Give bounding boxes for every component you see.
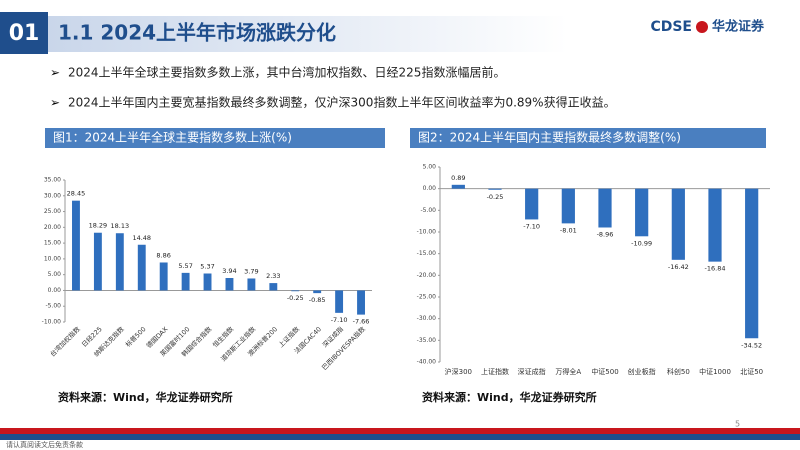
bar xyxy=(159,262,168,291)
x-tick-label: 科创50 xyxy=(667,367,690,376)
data-label: -16.84 xyxy=(705,265,726,273)
x-tick-label: 中证1000 xyxy=(699,367,731,376)
page-number: 5 xyxy=(735,420,740,429)
disclaimer: 请认真阅读文后免责条款 xyxy=(6,440,83,449)
y-tick-label: -5.00 xyxy=(420,207,436,214)
x-tick-label: 沪深300 xyxy=(445,367,472,376)
y-tick-label: -10.00 xyxy=(42,319,62,326)
chart-source: 资料来源：Wind，华龙证券研究所 xyxy=(58,390,233,404)
bar xyxy=(708,188,722,262)
data-label: 5.57 xyxy=(178,262,192,270)
chart-title: 图1：2024上半年全球主要指数多数上涨(%) xyxy=(53,130,292,145)
bar xyxy=(291,290,300,292)
y-tick-label: 35.00 xyxy=(44,177,61,184)
y-tick-label: 5.00 xyxy=(48,271,62,278)
chart-title-band xyxy=(45,128,385,148)
bar xyxy=(635,188,649,237)
bar xyxy=(451,184,465,189)
data-label: 18.29 xyxy=(89,222,108,230)
data-label: -8.01 xyxy=(560,226,577,234)
section-number: 01 xyxy=(9,21,40,46)
data-label: -0.25 xyxy=(287,294,304,302)
data-label: 3.94 xyxy=(222,267,236,275)
bar xyxy=(181,272,190,291)
y-tick-label: 0.00 xyxy=(423,185,437,192)
x-tick-label: 上证指数 xyxy=(481,367,509,376)
header-band xyxy=(48,16,568,52)
y-tick-label: 5.00 xyxy=(423,164,437,171)
logo-cn: 华龙证券 xyxy=(712,19,765,35)
x-tick-label: 北证50 xyxy=(740,368,763,376)
x-tick-label: 创业板指 xyxy=(628,367,656,376)
y-tick-label: -20.00 xyxy=(417,272,437,279)
y-tick-label: 20.00 xyxy=(44,224,61,231)
data-label: 14.48 xyxy=(132,234,151,242)
data-label: 5.37 xyxy=(200,262,214,270)
bar xyxy=(225,278,234,291)
bar xyxy=(561,188,575,224)
bar xyxy=(313,290,322,294)
data-label: 28.45 xyxy=(67,190,86,198)
data-label: -10.99 xyxy=(631,239,652,247)
bar xyxy=(598,188,612,228)
bullet: 2024上半年全球主要指数多数上涨，其中台湾加权指数、日经225指数涨幅居前。 xyxy=(68,65,505,80)
data-label: -0.25 xyxy=(487,193,504,201)
y-tick-label: 10.00 xyxy=(44,255,61,262)
data-label: -16.42 xyxy=(668,263,689,271)
y-tick-label: -40.00 xyxy=(417,359,437,366)
footer-stripe xyxy=(0,434,800,440)
data-label: 3.79 xyxy=(244,267,258,275)
data-label: 0.89 xyxy=(451,174,465,182)
bullet-mark: ➢ xyxy=(50,96,60,110)
data-label: -8.96 xyxy=(597,230,614,238)
footer-stripe xyxy=(0,428,800,434)
x-tick-label: 中证500 xyxy=(591,367,618,376)
bar xyxy=(671,188,685,260)
section-box xyxy=(0,12,48,54)
x-tick-label: 深证成指 xyxy=(518,367,546,376)
data-label: 18.13 xyxy=(111,222,130,230)
bar xyxy=(335,290,344,313)
y-tick-label: 30.00 xyxy=(44,192,61,199)
data-label: 8.86 xyxy=(156,251,170,259)
data-label: -0.85 xyxy=(309,296,326,304)
bar xyxy=(269,283,278,291)
bar xyxy=(745,188,759,339)
chart-source: 资料来源：Wind，华龙证券研究所 xyxy=(422,390,597,404)
logo-icon xyxy=(696,21,708,33)
x-tick-label: 台湾加权指数 xyxy=(48,324,82,358)
y-tick-label: -35.00 xyxy=(417,337,437,344)
bullet-mark: ➢ xyxy=(50,66,60,80)
x-tick-label: 标普500 xyxy=(123,324,147,348)
bar xyxy=(93,232,102,291)
y-tick-label: 25.00 xyxy=(44,208,61,215)
logo: CDSE xyxy=(650,19,692,35)
data-label: -7.66 xyxy=(353,318,370,326)
y-tick-label: 0.00 xyxy=(48,287,62,294)
chart-title: 图2：2024上半年国内主要指数最终多数调整(%) xyxy=(418,130,681,145)
bar xyxy=(357,290,365,315)
bar xyxy=(203,273,212,291)
bar xyxy=(247,278,256,291)
data-label: -7.10 xyxy=(331,316,348,324)
y-tick-label: -5.00 xyxy=(45,303,61,310)
bar xyxy=(488,188,502,190)
data-label: -34.52 xyxy=(741,341,762,349)
bullet: 2024上半年国内主要宽基指数最终多数调整，仅沪深300指数上半年区间收益率为0… xyxy=(68,95,616,110)
y-tick-label: -25.00 xyxy=(417,294,437,301)
bar xyxy=(115,233,124,291)
data-label: -7.10 xyxy=(523,222,540,230)
bar xyxy=(137,244,146,291)
y-tick-label: -15.00 xyxy=(417,250,437,257)
slide-title: 1.1 2024上半年市场涨跌分化 xyxy=(58,21,336,45)
bar xyxy=(72,200,80,291)
y-tick-label: 15.00 xyxy=(44,240,61,247)
y-tick-label: -30.00 xyxy=(417,315,437,322)
data-label: 2.33 xyxy=(266,272,280,280)
x-tick-label: 万得全A xyxy=(555,367,581,376)
bar xyxy=(525,188,539,220)
chart-title-band xyxy=(410,128,766,148)
y-tick-label: -10.00 xyxy=(417,229,437,236)
